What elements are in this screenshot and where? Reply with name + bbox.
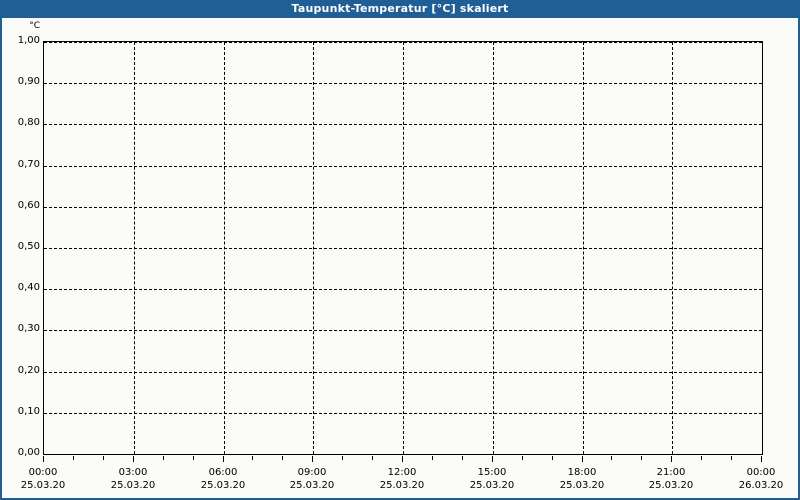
x-axis-tick-date: 25.03.20 <box>200 480 246 491</box>
x-axis-tick-label: 15:00 25.03.20 <box>447 466 537 492</box>
x-axis-tick-major <box>671 456 672 462</box>
x-axis-tick-date: 25.03.20 <box>469 480 515 491</box>
x-axis-tick-label: 12:00 25.03.20 <box>357 466 447 492</box>
gridline-vertical <box>224 42 225 454</box>
y-axis-tick-label: 0,40 <box>17 282 40 293</box>
page-title: Taupunkt-Temperatur [°C] skaliert <box>291 2 509 15</box>
x-axis-tick-label: 09:00 25.03.20 <box>267 466 357 492</box>
chart-canvas: °C 1,00 0,90 0,80 0,70 0,60 0,50 0,40 0,30 0,20 0… <box>2 18 798 498</box>
x-axis-tick-time: 09:00 <box>297 467 327 478</box>
x-axis-tick-minor <box>342 456 343 460</box>
x-axis-tick-time: 15:00 <box>477 467 507 478</box>
x-axis-tick-minor <box>731 456 732 460</box>
y-axis-tick-label: 0,70 <box>17 159 40 170</box>
x-axis-tick-minor <box>432 456 433 460</box>
gridline-vertical <box>134 42 135 454</box>
x-axis-tick-minor <box>701 456 702 460</box>
x-axis-tick-minor <box>193 456 194 460</box>
x-axis: 00:00 25.03.20 03:00 25.03.20 06:00 25.03.20 0… <box>2 18 798 498</box>
x-axis-tick-date: 25.03.20 <box>289 480 335 491</box>
x-axis-tick-date: 25.03.20 <box>110 480 156 491</box>
x-axis-tick-label: 06:00 25.03.20 <box>178 466 268 492</box>
y-axis-tick-label: 1,00 <box>17 35 40 46</box>
plot-area <box>43 41 763 455</box>
x-axis-tick-date: 25.03.20 <box>648 480 694 491</box>
x-axis-tick-minor <box>641 456 642 460</box>
x-axis-tick-minor <box>73 456 74 460</box>
x-axis-tick-minor <box>611 456 612 460</box>
x-axis-tick-major <box>402 456 403 462</box>
x-axis-tick-time: 00:00 <box>28 467 58 478</box>
x-axis-tick-time: 06:00 <box>208 467 238 478</box>
x-axis-tick-label: 21:00 25.03.20 <box>626 466 716 492</box>
x-axis-tick-time: 03:00 <box>118 467 148 478</box>
y-axis: °C 1,00 0,90 0,80 0,70 0,60 0,50 0,40 0,30 0,20 0… <box>2 18 40 478</box>
x-axis-tick-minor <box>372 456 373 460</box>
x-axis-tick-major <box>582 456 583 462</box>
gridline-vertical <box>583 42 584 454</box>
gridline-vertical <box>403 42 404 454</box>
x-axis-tick-major <box>761 456 762 462</box>
x-axis-tick-minor <box>522 456 523 460</box>
x-axis-tick-time: 12:00 <box>387 467 417 478</box>
gridline-vertical <box>672 42 673 454</box>
window-title-bar: Taupunkt-Temperatur [°C] skaliert <box>0 0 800 18</box>
x-axis-tick-label: 18:00 25.03.20 <box>537 466 627 492</box>
x-axis-tick-time: 18:00 <box>567 467 597 478</box>
x-axis-tick-label: 00:00 25.03.20 <box>0 466 88 492</box>
x-axis-tick-label: 03:00 25.03.20 <box>88 466 178 492</box>
gridline-vertical <box>493 42 494 454</box>
y-axis-tick-label: 0,80 <box>17 117 40 128</box>
x-axis-tick-major <box>133 456 134 462</box>
x-axis-tick-major <box>492 456 493 462</box>
y-axis-tick-label: 0,30 <box>17 323 40 334</box>
x-axis-tick-major <box>43 456 44 462</box>
x-axis-tick-time: 21:00 <box>656 467 686 478</box>
x-axis-tick-date: 25.03.20 <box>559 480 605 491</box>
x-axis-tick-minor <box>163 456 164 460</box>
gridline-vertical <box>313 42 314 454</box>
y-axis-tick-label: 0,60 <box>17 200 40 211</box>
x-axis-tick-label: 00:00 26.03.20 <box>716 466 800 492</box>
x-axis-tick-time: 00:00 <box>746 467 776 478</box>
y-axis-unit-label: °C <box>29 21 40 31</box>
y-axis-tick-label: 0,10 <box>17 406 40 417</box>
x-axis-tick-date: 25.03.20 <box>379 480 425 491</box>
y-axis-tick-label: 0,90 <box>17 76 40 87</box>
x-axis-tick-minor <box>282 456 283 460</box>
x-axis-tick-minor <box>103 456 104 460</box>
x-axis-tick-minor <box>252 456 253 460</box>
x-axis-tick-date: 25.03.20 <box>20 480 66 491</box>
x-axis-tick-minor <box>462 456 463 460</box>
y-axis-tick-label: 0,50 <box>17 241 40 252</box>
x-axis-tick-major <box>312 456 313 462</box>
x-axis-tick-minor <box>552 456 553 460</box>
x-axis-tick-date: 26.03.20 <box>738 480 784 491</box>
y-axis-tick-label: 0,00 <box>17 447 40 458</box>
x-axis-tick-major <box>223 456 224 462</box>
y-axis-tick-label: 0,20 <box>17 365 40 376</box>
